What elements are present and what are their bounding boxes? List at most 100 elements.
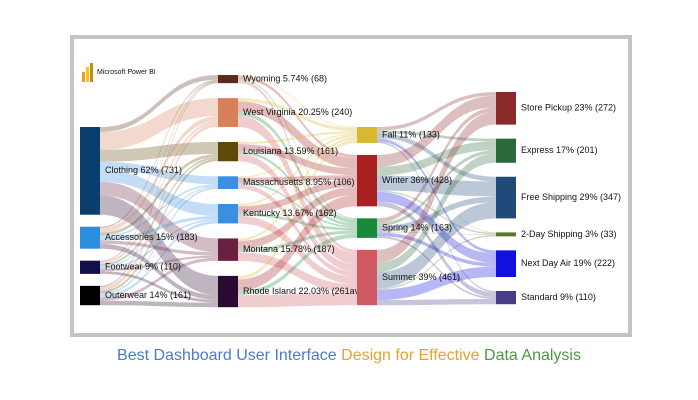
flow bbox=[100, 79, 218, 228]
flow bbox=[238, 144, 357, 176]
flow bbox=[238, 179, 357, 214]
node-label: Store Pickup 23% (272) bbox=[521, 103, 616, 113]
node bbox=[80, 127, 100, 215]
node-label: Louisiana 13.59% (161) bbox=[243, 146, 338, 156]
flow bbox=[100, 243, 218, 300]
chart-frame bbox=[70, 35, 632, 337]
flow bbox=[377, 234, 496, 290]
flow bbox=[238, 186, 357, 250]
flow bbox=[100, 181, 218, 253]
flow bbox=[100, 300, 218, 308]
node bbox=[80, 285, 100, 306]
flow bbox=[377, 299, 496, 306]
flow bbox=[377, 141, 496, 176]
flow bbox=[100, 141, 218, 162]
node bbox=[496, 250, 516, 277]
flow bbox=[377, 202, 496, 289]
node bbox=[218, 238, 238, 261]
flow bbox=[238, 151, 357, 227]
flow bbox=[377, 130, 496, 142]
flow bbox=[377, 95, 496, 167]
flow bbox=[238, 153, 357, 272]
flow bbox=[238, 78, 357, 220]
flow bbox=[100, 271, 218, 303]
flow bbox=[238, 75, 357, 128]
node bbox=[496, 138, 516, 163]
flow bbox=[100, 184, 218, 238]
flow bbox=[238, 139, 357, 280]
flow bbox=[100, 187, 218, 295]
flow bbox=[377, 236, 496, 300]
flow bbox=[377, 196, 496, 232]
caption-part: Design for Effective bbox=[341, 347, 485, 364]
node-label: Express 17% (201) bbox=[521, 145, 598, 155]
node bbox=[218, 98, 238, 127]
node bbox=[357, 218, 377, 238]
node bbox=[496, 176, 516, 219]
nodes: Clothing 62% (731) Accessories 15% (183) F… bbox=[80, 73, 621, 308]
node-label: 2-Day Shipping 3% (33) bbox=[521, 229, 617, 239]
flow bbox=[238, 115, 357, 265]
flow bbox=[238, 292, 357, 308]
flow bbox=[377, 141, 496, 293]
flow bbox=[100, 161, 218, 185]
node bbox=[357, 154, 377, 207]
flow bbox=[377, 150, 496, 227]
node-label: Outerwear 14% (161) bbox=[105, 290, 191, 300]
node-label: Summer 39% (461) bbox=[382, 272, 460, 282]
flow bbox=[377, 175, 496, 197]
node-label: Fall 11% (133) bbox=[382, 129, 440, 139]
flow bbox=[238, 133, 357, 178]
flow bbox=[377, 92, 496, 131]
flow bbox=[238, 111, 357, 224]
node-label: Winter 36% (428) bbox=[382, 175, 452, 185]
flow bbox=[377, 138, 496, 254]
flow bbox=[100, 116, 218, 233]
flow bbox=[238, 175, 357, 183]
flow bbox=[238, 213, 357, 231]
flow bbox=[100, 156, 218, 266]
caption-part: Best Dashboard User Interface bbox=[117, 347, 342, 364]
flow bbox=[100, 123, 218, 291]
node-label: Next Day Air 19% (222) bbox=[521, 258, 615, 268]
node bbox=[218, 176, 238, 189]
node bbox=[357, 127, 377, 143]
node-label: Wyoming 5.74% (68) bbox=[243, 73, 327, 83]
flow bbox=[238, 101, 357, 169]
flow bbox=[100, 220, 218, 298]
flow bbox=[100, 120, 218, 265]
flow bbox=[238, 182, 357, 228]
flow bbox=[377, 231, 496, 235]
flow bbox=[238, 230, 357, 253]
flow bbox=[238, 184, 357, 277]
node-label: Free Shipping 29% (347) bbox=[521, 192, 621, 202]
flow bbox=[100, 255, 218, 272]
flow bbox=[377, 133, 496, 182]
logo-icon bbox=[82, 63, 93, 82]
flow bbox=[100, 195, 218, 296]
node bbox=[80, 226, 100, 249]
flow bbox=[238, 252, 357, 293]
flow bbox=[238, 98, 357, 132]
flow bbox=[238, 134, 357, 207]
caption: Best Dashboard User Interface Design for… bbox=[0, 347, 698, 365]
flow bbox=[100, 216, 218, 241]
flow bbox=[238, 136, 357, 241]
node-label: Kentucky 13.67% (162) bbox=[243, 208, 337, 218]
flow bbox=[100, 257, 218, 301]
links bbox=[100, 75, 496, 308]
flow bbox=[238, 75, 357, 158]
flow bbox=[238, 233, 357, 295]
flow bbox=[100, 98, 218, 150]
flow bbox=[377, 191, 496, 263]
node-label: Montana 15.78% (187) bbox=[243, 244, 335, 254]
node-label: Rhode Island 22.03% (261av) bbox=[243, 286, 362, 296]
node bbox=[496, 291, 516, 305]
flow bbox=[377, 232, 496, 267]
flow bbox=[100, 219, 218, 269]
node-label: Standard 9% (110) bbox=[521, 292, 596, 302]
flow bbox=[377, 190, 496, 235]
node bbox=[80, 260, 100, 274]
flow bbox=[100, 75, 218, 132]
